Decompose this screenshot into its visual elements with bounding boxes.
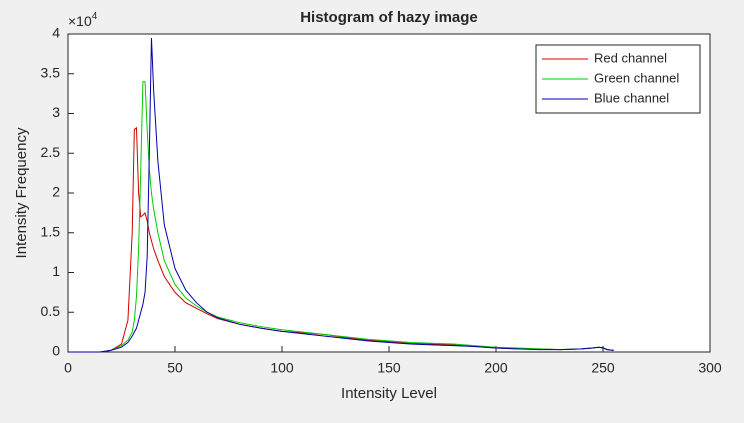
- legend-label: Red channel: [594, 50, 667, 65]
- legend-label: Blue channel: [594, 90, 669, 105]
- y-multiplier-exponent: 4: [92, 11, 98, 22]
- y-multiplier: ×104: [68, 11, 98, 29]
- y-tick-label: 4: [52, 25, 60, 41]
- y-axis-label: Intensity Frequency: [13, 127, 30, 258]
- y-tick-label: 3: [52, 104, 60, 120]
- x-tick-label: 0: [64, 360, 72, 376]
- y-tick-label: 2.5: [41, 144, 61, 160]
- x-tick-label: 200: [484, 360, 508, 376]
- x-tick-label: 100: [270, 360, 294, 376]
- y-multiplier-base: ×10: [68, 13, 92, 29]
- y-tick-label: 1.5: [41, 223, 61, 239]
- legend-label: Green channel: [594, 70, 679, 85]
- y-tick-label: 1: [52, 263, 60, 279]
- chart-title: Histogram of hazy image: [300, 9, 478, 26]
- x-tick-label: 300: [698, 360, 722, 376]
- y-tick-label: 0.5: [41, 303, 61, 319]
- x-tick-label: 250: [591, 360, 615, 376]
- y-tick-label: 2: [52, 184, 60, 200]
- x-tick-label: 50: [167, 360, 183, 376]
- y-tick-label: 0: [52, 343, 60, 359]
- x-axis-label: Intensity Level: [341, 385, 437, 402]
- series-line: [68, 37, 614, 353]
- x-tick-label: 150: [377, 360, 401, 376]
- y-tick-label: 3.5: [41, 64, 61, 80]
